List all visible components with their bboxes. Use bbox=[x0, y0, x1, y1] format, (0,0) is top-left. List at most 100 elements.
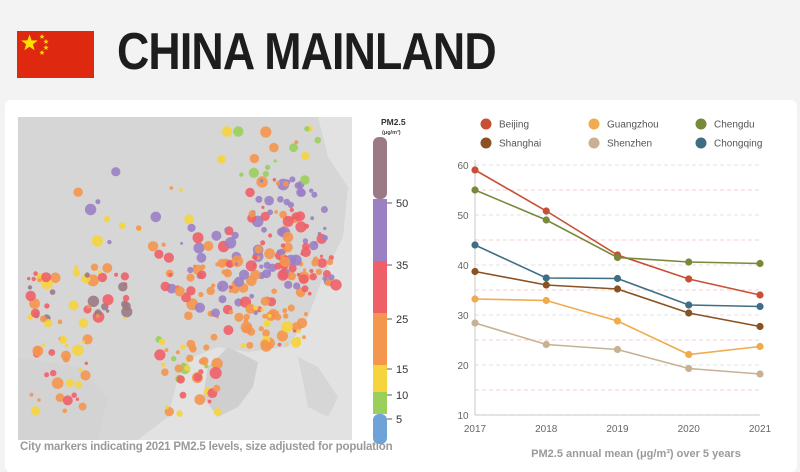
city-marker bbox=[261, 205, 265, 209]
city-marker bbox=[168, 272, 173, 277]
data-point bbox=[613, 345, 622, 354]
city-marker bbox=[294, 140, 299, 145]
data-point bbox=[685, 275, 693, 283]
city-marker bbox=[179, 391, 187, 399]
legend-label: Shenzhen bbox=[607, 139, 652, 150]
city-marker bbox=[233, 126, 244, 137]
city-marker bbox=[223, 325, 234, 336]
city-marker bbox=[288, 264, 297, 273]
city-marker bbox=[295, 211, 306, 221]
data-point bbox=[542, 274, 550, 282]
data-point bbox=[613, 285, 622, 293]
city-marker bbox=[269, 142, 279, 153]
city-marker bbox=[248, 167, 259, 178]
city-marker bbox=[224, 227, 228, 232]
city-marker bbox=[102, 294, 114, 306]
city-marker bbox=[309, 273, 317, 281]
city-marker bbox=[107, 239, 112, 245]
city-marker bbox=[154, 349, 166, 361]
city-marker bbox=[309, 188, 314, 193]
city-marker bbox=[289, 207, 294, 213]
city-marker bbox=[282, 308, 288, 314]
city-marker bbox=[267, 209, 273, 216]
city-marker bbox=[239, 269, 250, 280]
city-marker bbox=[60, 350, 71, 361]
city-marker bbox=[285, 342, 289, 346]
city-marker bbox=[175, 350, 180, 355]
city-marker bbox=[228, 285, 233, 290]
data-point bbox=[613, 317, 622, 325]
city-marker bbox=[302, 335, 306, 340]
city-marker bbox=[273, 159, 277, 163]
city-marker bbox=[300, 175, 310, 185]
legend-label: Chongqing bbox=[714, 139, 762, 150]
city-marker bbox=[105, 309, 110, 313]
city-marker bbox=[103, 215, 111, 223]
legend-marker bbox=[588, 118, 600, 130]
city-marker bbox=[280, 243, 286, 248]
city-marker bbox=[319, 254, 324, 258]
legend-marker bbox=[480, 118, 492, 130]
data-point bbox=[756, 342, 764, 351]
city-marker bbox=[30, 308, 40, 318]
city-marker bbox=[164, 405, 169, 410]
y-tick-label: 10 bbox=[457, 411, 469, 422]
header: CHINA MAINLAND bbox=[0, 0, 800, 100]
city-marker bbox=[203, 241, 214, 251]
city-marker bbox=[211, 284, 215, 288]
city-marker bbox=[187, 223, 196, 232]
x-tick-label: 2021 bbox=[749, 424, 772, 435]
city-marker bbox=[264, 195, 274, 206]
city-marker bbox=[84, 203, 97, 216]
city-marker bbox=[86, 304, 91, 309]
city-marker bbox=[260, 339, 270, 349]
city-marker bbox=[51, 377, 64, 390]
city-marker bbox=[164, 407, 174, 417]
map-caption: City markers indicating 2021 PM2.5 level… bbox=[20, 441, 393, 453]
city-marker bbox=[282, 231, 294, 243]
city-marker bbox=[31, 276, 36, 282]
city-marker bbox=[180, 344, 186, 350]
city-marker bbox=[275, 181, 281, 186]
city-marker bbox=[78, 367, 83, 372]
city-marker bbox=[311, 259, 319, 267]
city-marker bbox=[154, 249, 164, 259]
city-marker bbox=[192, 232, 204, 244]
city-marker bbox=[94, 309, 102, 317]
city-marker bbox=[217, 280, 229, 292]
colorbar-band bbox=[373, 365, 387, 392]
city-marker bbox=[250, 269, 261, 280]
x-tick-label: 2020 bbox=[678, 424, 701, 435]
city-marker bbox=[262, 329, 270, 337]
city-marker bbox=[276, 330, 288, 342]
colorbar-tick-label: 10 bbox=[396, 390, 408, 402]
colorbar-band bbox=[373, 261, 387, 313]
pm25-line-chart: Beijing Guangzhou Chengdu Shanghai Shenzhen C… bbox=[457, 118, 772, 460]
city-marker bbox=[118, 282, 128, 292]
data-point bbox=[542, 207, 550, 215]
city-marker bbox=[274, 210, 278, 214]
city-marker bbox=[90, 263, 99, 271]
city-marker bbox=[158, 338, 166, 345]
city-marker bbox=[210, 333, 218, 341]
city-marker bbox=[50, 369, 57, 377]
city-marker bbox=[280, 256, 291, 268]
city-marker bbox=[161, 242, 166, 247]
city-marker bbox=[284, 280, 293, 289]
city-marker bbox=[298, 274, 309, 284]
data-point bbox=[613, 253, 622, 262]
y-tick-label: 40 bbox=[457, 261, 469, 272]
legend-marker bbox=[695, 137, 707, 149]
city-marker bbox=[304, 126, 310, 132]
city-marker bbox=[41, 272, 52, 283]
city-marker bbox=[287, 271, 296, 281]
city-marker bbox=[271, 288, 277, 294]
city-marker bbox=[39, 315, 47, 323]
x-tick-label: 2019 bbox=[606, 424, 629, 435]
colorbar-tick-label: 35 bbox=[396, 260, 408, 272]
city-marker bbox=[303, 312, 309, 317]
data-point bbox=[542, 281, 550, 289]
x-tick-label: 2018 bbox=[535, 424, 558, 435]
city-marker bbox=[44, 372, 50, 378]
city-marker bbox=[122, 294, 130, 302]
